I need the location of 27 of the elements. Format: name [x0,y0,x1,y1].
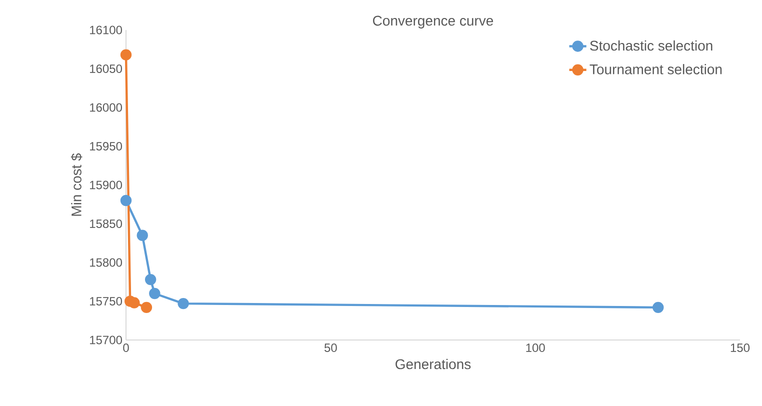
y-tick-label: 15950 [90,142,122,150]
x-tick-label: 50 [324,344,337,352]
point [652,302,664,314]
x-tick-label: 0 [123,344,129,352]
y-axis-title: Min cost $ [70,153,82,216]
y-tick-label: 16000 [90,103,122,112]
y-tick-label: 16100 [90,26,122,34]
point [144,274,156,286]
point [128,297,140,308]
legend-label: Stochastic selection [590,40,712,51]
y-tick-label: 15700 [90,336,122,344]
y-tick-label: 15900 [90,180,122,190]
point [140,302,152,314]
legend-label: Tournament selection [590,64,722,74]
x-tick-label: 100 [526,344,545,352]
chart-title: Convergence curve [373,16,494,28]
y-tick-label: 15750 [90,296,122,306]
y-tick-label: 15800 [90,258,122,267]
point [178,298,189,310]
y-tick-label: 16050 [90,64,122,73]
x-axis-title: Generations [396,358,471,370]
point [149,288,160,300]
point [136,230,148,241]
x-tick-label: 150 [730,344,750,352]
y-tick-label: 15850 [90,219,122,228]
point [120,194,132,206]
point [120,49,132,60]
